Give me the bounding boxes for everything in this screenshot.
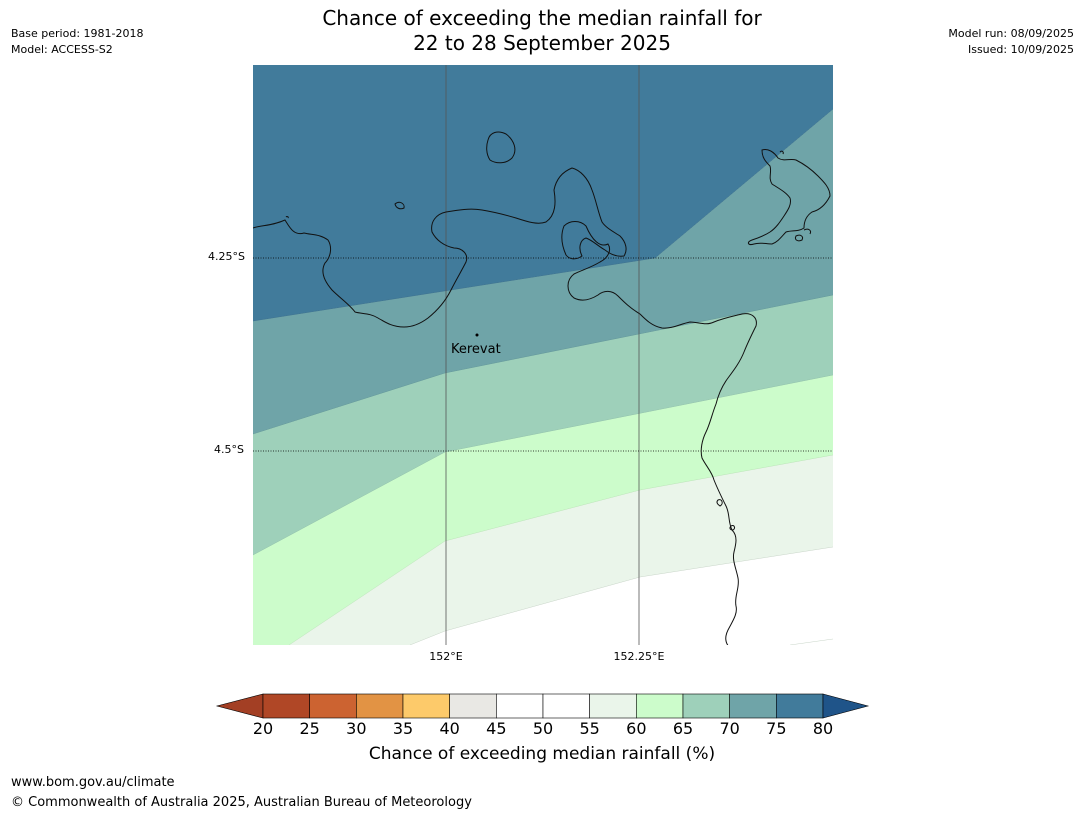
- colorbar-tick-label: 20: [252, 719, 274, 738]
- colorbar-label: Chance of exceeding median rainfall (%): [368, 744, 716, 764]
- band-55-60: [289, 455, 833, 645]
- colorbar-bin: [682, 693, 730, 719]
- colorbar-over-arrow: [822, 693, 870, 719]
- colorbar-bin: [542, 693, 590, 719]
- band-60-65: [253, 375, 833, 645]
- colorbar-under-arrow: [215, 693, 264, 719]
- colorbar-tick-label: 25: [299, 719, 320, 738]
- colorbar-bin: [356, 693, 404, 719]
- colorbar-bin: [262, 693, 310, 719]
- colorbar-tick-label: 40: [439, 719, 460, 738]
- colorbar-bin: [449, 693, 497, 719]
- coastline: [253, 131, 831, 645]
- lat-label: 4.25°S: [208, 250, 245, 263]
- contour-line: [409, 546, 833, 645]
- issued-date: Issued: 10/09/2025: [967, 43, 1074, 56]
- colorbar-tick-label: 30: [346, 719, 367, 738]
- colorbar-tick-label: 50: [532, 719, 554, 738]
- chart-title: Chance of exceeding the median rainfall …: [242, 6, 842, 56]
- colorbar: [215, 693, 870, 719]
- contour-line: [253, 108, 833, 322]
- colorbar-tick-label: 60: [626, 719, 647, 738]
- colorbar-tick-label: 70: [719, 719, 740, 738]
- band-75-80: [253, 65, 833, 321]
- model-name: Model: ACCESS-S2: [11, 43, 113, 56]
- colorbar-bin: [496, 693, 544, 719]
- colorbar-bin: [776, 693, 824, 719]
- colorbar-tick-label: 80: [812, 719, 834, 738]
- band-65-70: [253, 295, 833, 555]
- colorbar-tick-label: 45: [486, 719, 507, 738]
- colorbar-bin: [309, 693, 357, 719]
- colorbar-tick-label: 75: [766, 719, 787, 738]
- title-line-1: Chance of exceeding the median rainfall …: [322, 6, 762, 30]
- colorbar-bin: [636, 693, 684, 719]
- colorbar-bin: [402, 693, 450, 719]
- contour-line: [253, 374, 833, 556]
- lat-label: 4.5°S: [214, 443, 244, 456]
- colorbar-tick-label: 35: [392, 719, 414, 738]
- contour-line: [253, 294, 833, 435]
- colorbar-tick-label: 55: [579, 719, 600, 738]
- model-run: Model run: 08/09/2025: [948, 27, 1074, 40]
- kerevat-marker: [475, 333, 479, 337]
- footer-copyright: © Commonwealth of Australia 2025, Austra…: [11, 795, 472, 810]
- title-line-2: 22 to 28 September 2025: [413, 31, 671, 55]
- meta-right: Model run: 08/09/2025 Issued: 10/09/2025: [948, 26, 1074, 58]
- base-period: Base period: 1981-2018: [11, 27, 144, 40]
- footer-url: www.bom.gov.au/climate: [11, 775, 175, 790]
- contour-line: [789, 638, 833, 645]
- place-label-kerevat: Kerevat: [451, 342, 501, 357]
- colorbar-bin: [729, 693, 777, 719]
- band-50-55-corner: [410, 547, 833, 645]
- meta-left: Base period: 1981-2018 Model: ACCESS-S2: [11, 26, 143, 58]
- colorbar-bin: [589, 693, 637, 719]
- colorbar-tick-label: 65: [672, 719, 694, 738]
- contour-line: [288, 454, 833, 645]
- lon-label: 152°E: [429, 650, 463, 663]
- band-70-75: [253, 109, 833, 434]
- lon-label: 152.25°E: [613, 650, 665, 663]
